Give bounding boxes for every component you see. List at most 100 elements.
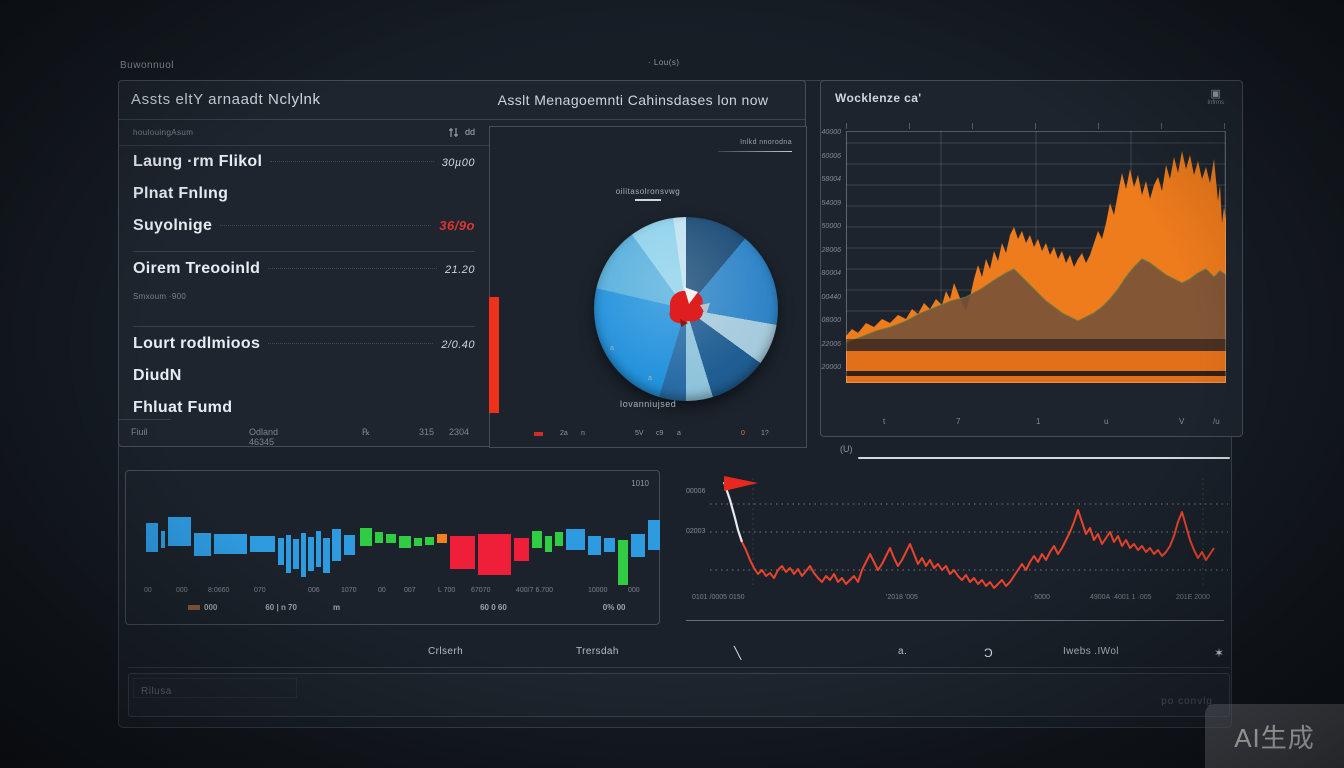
toolbar-item[interactable]: ╲ — [734, 646, 742, 660]
bar[interactable] — [293, 539, 299, 569]
area-x-label: t — [883, 417, 886, 426]
bar[interactable] — [478, 534, 511, 575]
bar[interactable] — [514, 538, 529, 561]
ai-watermark: AI生成 — [1205, 704, 1344, 768]
toolbar-item[interactable]: ✶ — [1214, 646, 1225, 660]
bar[interactable] — [286, 535, 291, 573]
bar[interactable] — [414, 538, 422, 546]
input-placeholder: Rilusa — [141, 686, 172, 697]
bars-x-label: 00 — [144, 587, 152, 594]
bar[interactable] — [604, 538, 615, 552]
horizontal-slider[interactable] — [858, 457, 1230, 459]
pie-tick: 5V — [635, 430, 644, 437]
slider-label: (U) — [840, 444, 853, 454]
bar[interactable] — [618, 540, 628, 585]
toolbar-item[interactable]: Trersdah — [576, 646, 619, 657]
asset-name: Plnat Fnlıng — [133, 185, 229, 202]
toolbar-rule — [128, 667, 1230, 668]
allocation-pie-chart — [594, 217, 778, 401]
asset-name: Oirem Treooinld — [133, 260, 261, 277]
asset-name: Smxoum ·900 — [133, 292, 187, 301]
pie-mark: a — [610, 345, 614, 352]
bar[interactable] — [194, 533, 211, 556]
toolbar-item[interactable]: a. — [898, 646, 908, 657]
bar[interactable] — [386, 534, 396, 543]
bar[interactable] — [316, 531, 321, 567]
bar[interactable] — [648, 520, 660, 550]
bar[interactable] — [344, 535, 355, 555]
sort-label[interactable]: dd — [464, 127, 475, 137]
pie-legend-label: Inlkd nnorodna — [740, 139, 792, 146]
bar[interactable] — [214, 534, 247, 554]
asset-panel-header: Assts eltY arnaadt Nclylnk Asslt Menagoe… — [119, 81, 805, 120]
pie-mark: a — [648, 375, 652, 382]
performance-panel: Wocklenze ca' ▣ Infrms 40000 60006 58004 54… — [820, 80, 1243, 437]
area-y-label: 22006 — [821, 340, 841, 348]
pie-tick: n — [581, 430, 585, 437]
asset-value: 36/9o — [439, 218, 475, 233]
asset-list-item[interactable]: Smxoum ·900 — [133, 289, 475, 321]
asset-list-item[interactable]: Laung ·rm Flikol 30µ00 — [133, 150, 475, 182]
asset-list-item[interactable]: Fhluat Fumd — [133, 396, 475, 428]
bar[interactable] — [545, 536, 552, 552]
bar[interactable] — [375, 532, 383, 543]
bar[interactable] — [437, 534, 447, 543]
bar[interactable] — [308, 537, 314, 571]
trend-line-chart — [710, 476, 1228, 589]
asset-list-item[interactable]: Plnat Fnlıng — [133, 182, 475, 214]
command-input[interactable]: Rilusa po convlg — [128, 673, 1230, 717]
asset-list-item[interactable]: Suyolnige 36/9o — [133, 214, 475, 246]
pie-tick: c9 — [656, 430, 664, 437]
bar[interactable] — [146, 523, 158, 552]
filter-icon[interactable] — [448, 127, 460, 138]
bar[interactable] — [631, 534, 645, 557]
pie-tick: a — [677, 430, 681, 437]
footer-item[interactable]: 2304 — [449, 427, 470, 437]
footer-item[interactable]: Odland 46345 — [249, 427, 279, 447]
asset-list-item[interactable]: Oirem Treooinld 21.20 — [133, 257, 475, 289]
bar[interactable] — [450, 536, 475, 569]
bar[interactable] — [168, 517, 191, 546]
bar[interactable] — [532, 531, 542, 548]
bar[interactable] — [360, 528, 372, 546]
area-x-label: V — [1179, 417, 1185, 426]
asset-value: 2/0.40 — [441, 339, 475, 351]
area-y-label: 80004 — [821, 270, 841, 277]
asset-list-item[interactable]: Lourt rodlmioos 2/0.40 — [133, 332, 475, 364]
bar[interactable] — [278, 538, 284, 565]
line-x-label: · 5000 — [1030, 594, 1050, 601]
area-x-label: 1 — [1036, 417, 1041, 426]
bars-x-label: 67070 — [471, 587, 491, 594]
bar[interactable] — [161, 531, 165, 548]
bar[interactable] — [301, 533, 306, 577]
line-bottom-rule — [686, 620, 1224, 621]
footer-item[interactable]: 315 — [419, 427, 435, 437]
pie-legend-line — [718, 151, 792, 152]
pie-tick: 0 — [741, 430, 745, 437]
asset-list-item[interactable]: DiudN — [133, 364, 475, 396]
asset-name: Fhluat Fumd — [133, 399, 233, 416]
trend-line-panel: 00006 02003 0101 /0005 0150 '2018 '005 · 50… — [678, 470, 1234, 625]
toolbar-item[interactable]: Iwebs .IWol — [1063, 646, 1119, 657]
line-x-label: 4900A ·4001 1 ·005 — [1090, 594, 1152, 601]
area-y-label: 60006 — [821, 152, 841, 160]
bar[interactable] — [323, 538, 330, 573]
red-accent-bar — [489, 297, 499, 413]
toolbar-item[interactable]: Ɔ — [984, 646, 994, 660]
image-icon[interactable]: ▣ Infrms — [1207, 88, 1224, 107]
bars-legend-item: m — [332, 603, 341, 612]
bar[interactable] — [566, 529, 585, 550]
bar[interactable] — [250, 536, 275, 552]
bar[interactable] — [588, 536, 601, 555]
bar[interactable] — [555, 532, 563, 546]
line-x-label: 0101 /0005 0150 — [692, 594, 745, 601]
asset-panel: Assts eltY arnaadt Nclylnk Asslt Menagoe… — [118, 80, 807, 448]
footer-item[interactable]: Fiuil — [131, 427, 148, 437]
bar[interactable] — [425, 537, 434, 545]
bar[interactable] — [332, 529, 341, 561]
footer-item[interactable]: ℞ — [362, 427, 371, 437]
bar[interactable] — [399, 536, 411, 548]
pie-sublabel: Iovanniujsed — [619, 399, 677, 409]
toolbar-item[interactable]: Crlserh — [428, 646, 464, 657]
